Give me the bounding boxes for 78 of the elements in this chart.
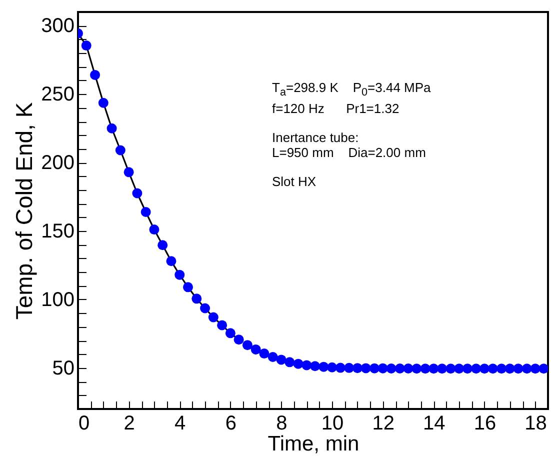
point xyxy=(378,363,388,374)
point xyxy=(462,364,472,374)
point xyxy=(318,362,329,372)
point xyxy=(471,364,482,374)
annotation: Slot HX xyxy=(272,174,318,190)
point xyxy=(335,362,346,373)
point xyxy=(208,312,218,322)
point xyxy=(250,344,261,354)
y-tick-label: 50 xyxy=(52,357,74,380)
point xyxy=(192,294,202,304)
point xyxy=(234,334,244,345)
point xyxy=(90,70,100,80)
y-tick-label: 100 xyxy=(41,288,74,311)
point xyxy=(310,361,320,372)
y-tick-label: 250 xyxy=(41,84,74,106)
point xyxy=(115,145,126,156)
x-tick-label: 12 xyxy=(372,412,394,434)
point xyxy=(200,303,210,314)
point xyxy=(140,207,151,217)
point xyxy=(242,340,252,350)
point xyxy=(496,364,507,374)
point xyxy=(158,240,168,250)
point xyxy=(513,364,524,374)
point xyxy=(217,320,228,330)
point xyxy=(420,364,430,374)
x-tick-label: 4 xyxy=(174,412,186,434)
point xyxy=(124,167,134,178)
point xyxy=(98,98,108,108)
point xyxy=(81,40,92,51)
point xyxy=(479,364,490,374)
point xyxy=(268,352,278,362)
point xyxy=(522,364,532,374)
point xyxy=(327,362,338,372)
point xyxy=(488,364,498,374)
x-tick-label: 0 xyxy=(78,412,90,434)
x-tick-label: 8 xyxy=(276,412,288,434)
x-tick-label: 2 xyxy=(124,412,135,434)
point xyxy=(454,364,464,374)
x-tick-label: 6 xyxy=(225,412,236,434)
point xyxy=(149,224,160,235)
point xyxy=(259,348,270,359)
point xyxy=(403,363,414,374)
annotation: T$_{a}$=298.9 K P$_{0}$=3.44 MPa xyxy=(272,80,431,101)
x-tick-label: 18 xyxy=(524,412,547,434)
annotation: f=120 Hz Pr1=1.32 xyxy=(272,101,400,117)
y-tick-label: 300 xyxy=(41,15,74,38)
y-axis-title: Temp. of Cold End, K xyxy=(11,102,38,320)
point xyxy=(412,364,422,374)
point xyxy=(360,363,371,374)
point xyxy=(132,188,142,198)
point xyxy=(344,362,354,373)
point xyxy=(225,328,236,338)
point xyxy=(106,123,117,134)
point xyxy=(428,364,439,374)
x-tick-label: 14 xyxy=(423,412,446,434)
point xyxy=(276,354,286,365)
point xyxy=(293,358,304,369)
point xyxy=(166,256,176,266)
annotation: L=950 mm Dia=2.00 mm xyxy=(272,145,427,161)
y-tick-label: 150 xyxy=(41,220,74,243)
point xyxy=(302,360,312,370)
point xyxy=(504,364,515,374)
point xyxy=(386,363,396,374)
point xyxy=(352,363,362,374)
point xyxy=(538,364,548,374)
point xyxy=(394,363,405,374)
point xyxy=(174,270,185,280)
point xyxy=(530,364,540,374)
point xyxy=(284,357,295,368)
point xyxy=(437,364,448,374)
point xyxy=(446,364,456,374)
annotation: Inertance tube: xyxy=(272,130,360,146)
x-tick-label: 16 xyxy=(474,412,496,434)
x-tick-label: 10 xyxy=(321,412,344,434)
x-axis-title: Time, min xyxy=(268,432,360,456)
point xyxy=(183,282,194,292)
point xyxy=(369,363,380,374)
y-tick-label: 200 xyxy=(41,152,74,174)
